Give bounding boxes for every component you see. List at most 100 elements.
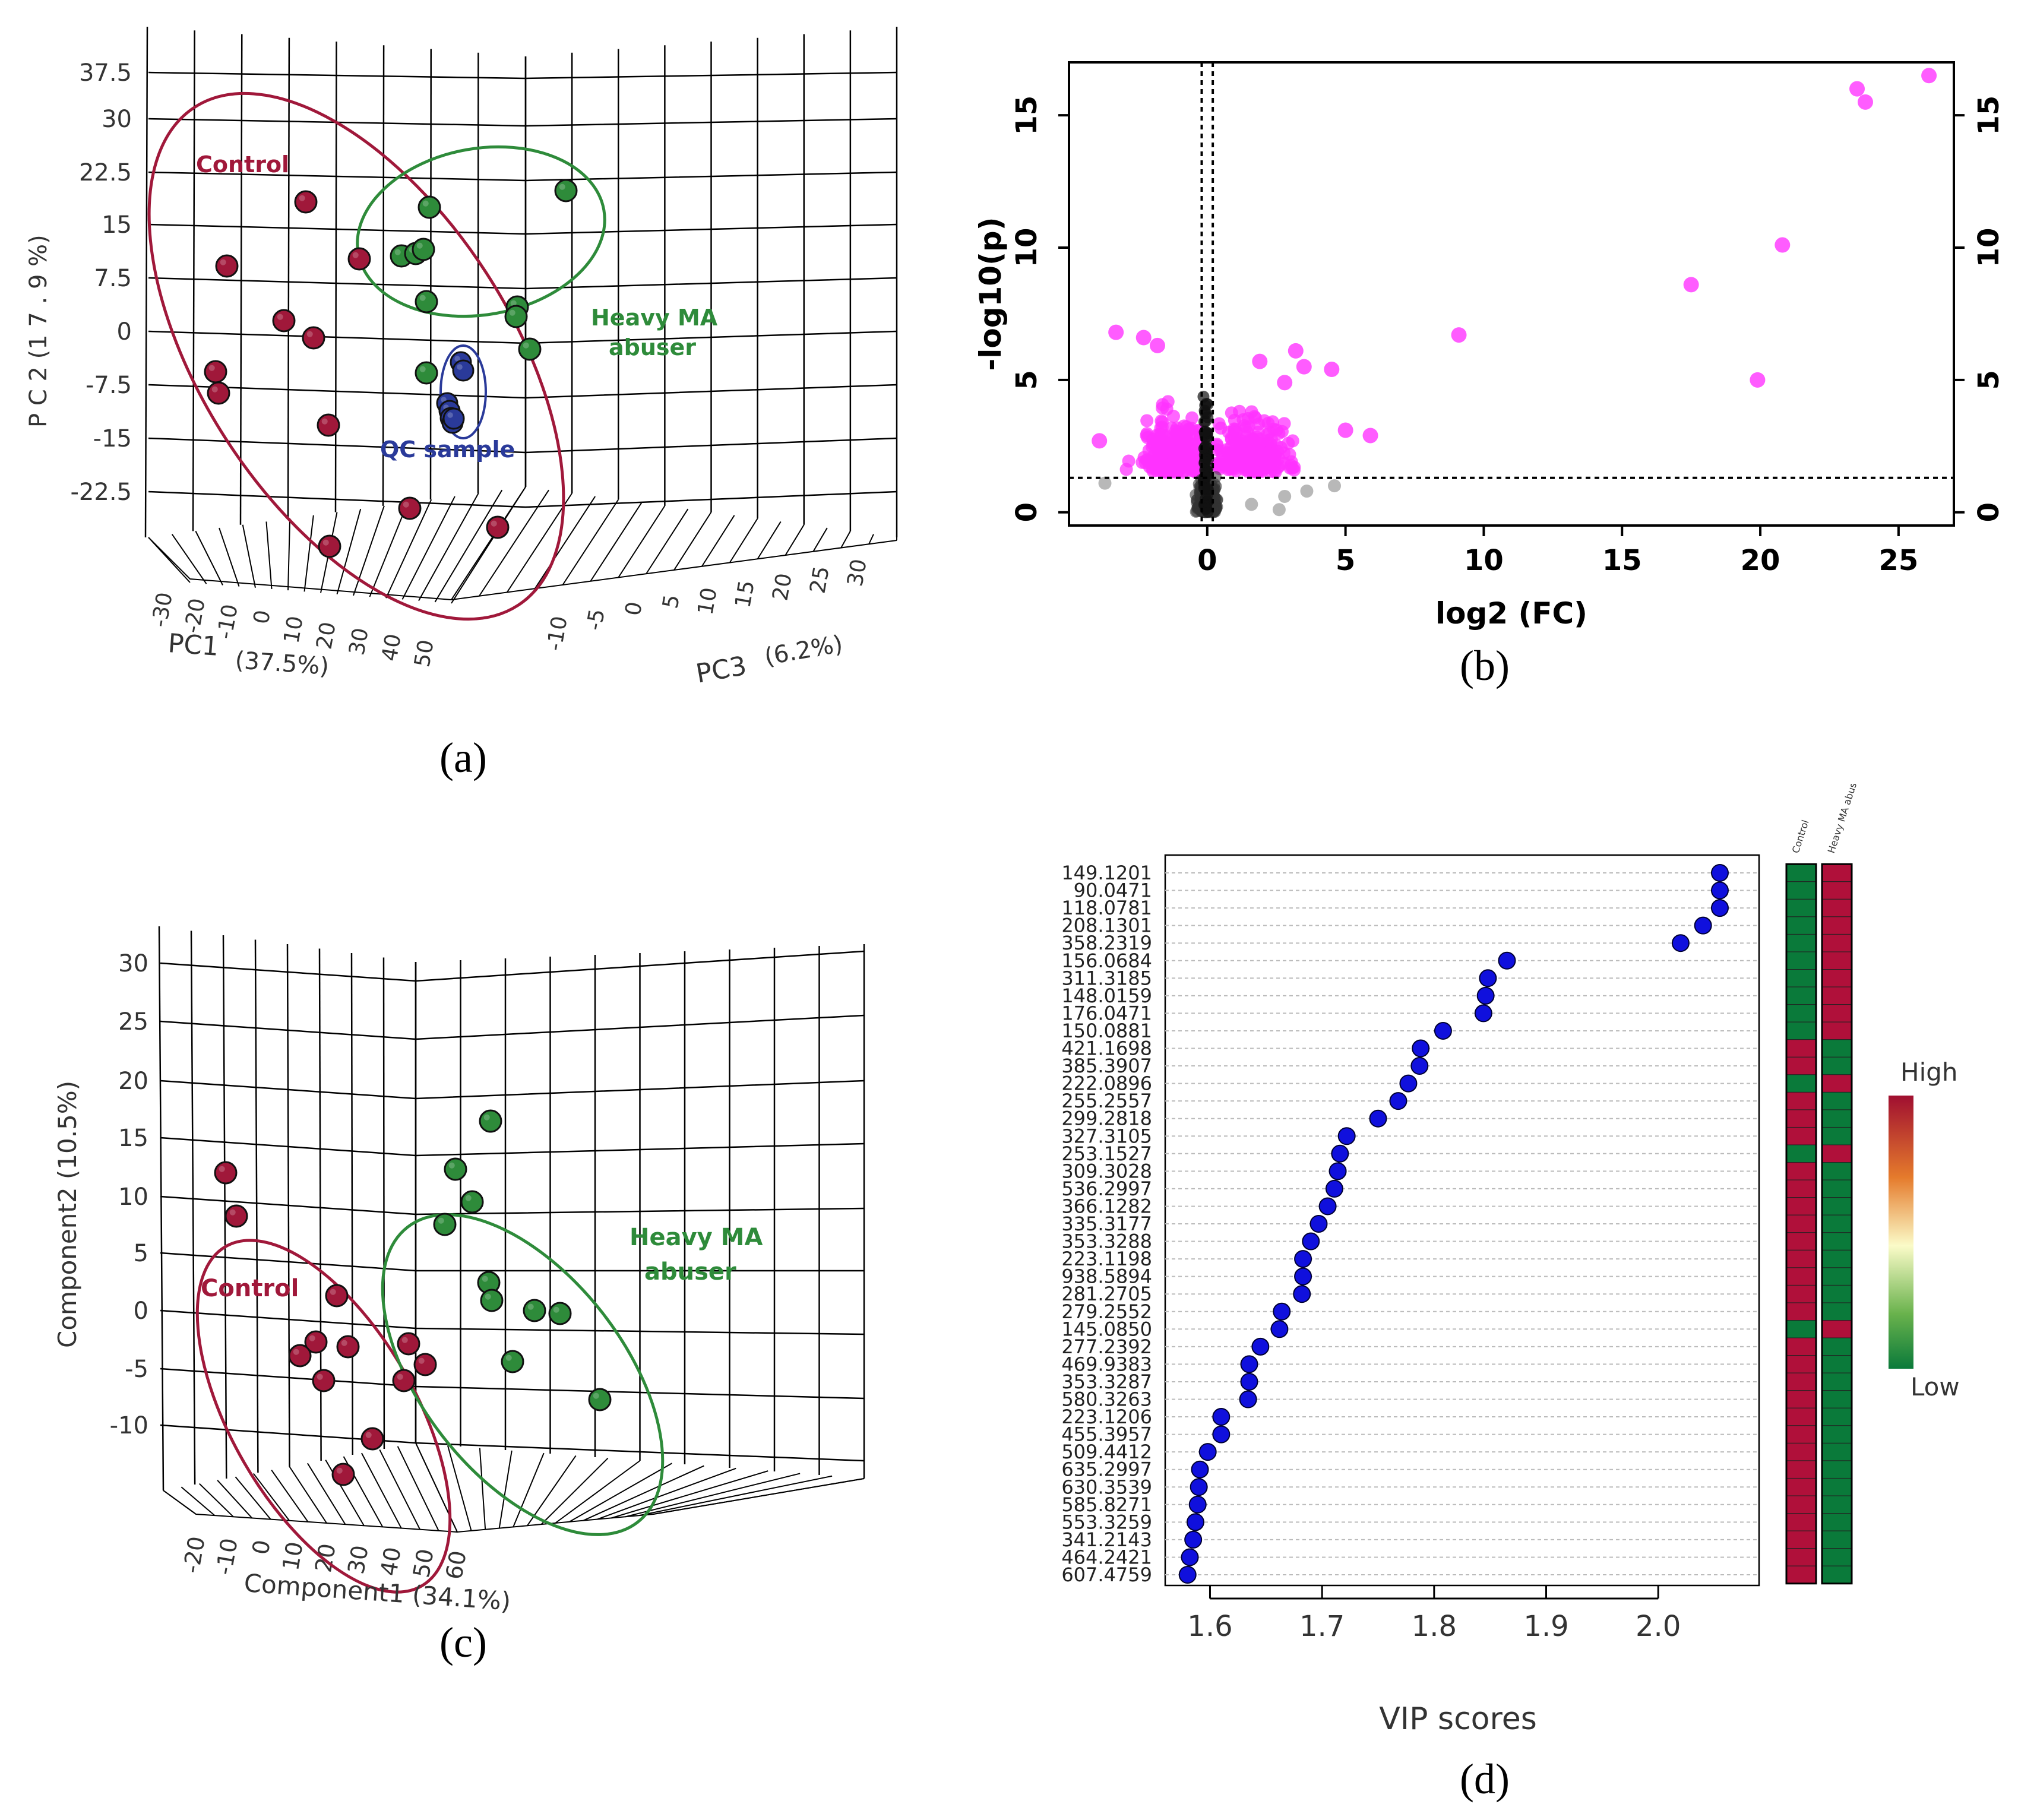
d-vip-point bbox=[1337, 1127, 1356, 1145]
a-label-heavy-1: Heavy MA bbox=[591, 305, 718, 331]
b-xtick-label: 25 bbox=[1878, 544, 1918, 577]
d-vip-point bbox=[1198, 1443, 1217, 1461]
d-vip-point bbox=[1399, 1074, 1418, 1093]
a-floor-line bbox=[451, 486, 526, 600]
d-legend-high: High bbox=[1900, 1058, 1958, 1087]
d-feature-label: 156.0684 bbox=[1061, 949, 1152, 972]
c-heavy-point bbox=[433, 1213, 457, 1236]
c-ytick-label: -5 bbox=[125, 1356, 148, 1383]
d-legend-low: Low bbox=[1911, 1372, 1960, 1401]
c-floor-line bbox=[555, 1460, 641, 1524]
a-wall-vline bbox=[144, 26, 148, 538]
c-heavy-point-highlight bbox=[465, 1195, 472, 1201]
d-heat-cell-heavy bbox=[1821, 1442, 1852, 1461]
c-ytick-label: 15 bbox=[118, 1125, 148, 1152]
a-floor-line bbox=[868, 534, 874, 545]
d-heat-cell-heavy bbox=[1821, 1320, 1852, 1338]
a-wall-vline bbox=[382, 45, 385, 506]
d-vip-point bbox=[1318, 1197, 1337, 1216]
d-heat-cell-heavy bbox=[1821, 1284, 1852, 1303]
a-floor-line bbox=[242, 524, 256, 588]
c-heavy-point bbox=[444, 1157, 467, 1181]
c-floor-line bbox=[611, 1470, 768, 1519]
panel-c-plsda-3d: 30 25 20 15 10 5 0 -5 -10 -20 -10 0 10 20 30 40 50 60 Co… bbox=[0, 861, 926, 1621]
b-ytick-label-right: 15 bbox=[1972, 96, 2006, 135]
c-ytick-label: 0 bbox=[134, 1297, 148, 1325]
d-vip-point bbox=[1410, 1057, 1429, 1075]
d-feature-label: 353.3288 bbox=[1061, 1230, 1152, 1253]
c-ytick-label: 5 bbox=[134, 1240, 148, 1267]
c-control-point bbox=[336, 1335, 360, 1359]
d-heat-cell-control bbox=[1786, 898, 1817, 917]
a-control-point bbox=[302, 326, 325, 350]
b-sig-outlier bbox=[1092, 433, 1108, 449]
c-xtick-label: 10 bbox=[277, 1540, 308, 1572]
d-heat-cell-control bbox=[1786, 1548, 1817, 1566]
d-feature-label: 299.2818 bbox=[1061, 1107, 1152, 1130]
d-heat-cell-heavy bbox=[1821, 1337, 1852, 1356]
b-xtick-label: 5 bbox=[1336, 544, 1355, 577]
a-qc-point-highlight bbox=[457, 364, 463, 370]
a-control-point-highlight bbox=[491, 520, 497, 527]
d-vip-point bbox=[1325, 1179, 1343, 1198]
d-vip-point bbox=[1310, 1215, 1328, 1233]
b-sig-point bbox=[1250, 441, 1263, 454]
a-floor-line bbox=[785, 524, 805, 556]
a-heavy-point-highlight bbox=[510, 300, 517, 306]
d-feature-label: 469.9383 bbox=[1061, 1353, 1152, 1375]
c-heavy-point-highlight bbox=[485, 1293, 491, 1300]
a-heavy-point bbox=[412, 238, 435, 261]
d-feature-label: 281.2705 bbox=[1061, 1283, 1152, 1305]
d-heatmap-header: Control bbox=[1790, 818, 1811, 854]
a-heavy-point-highlight bbox=[523, 342, 529, 349]
b-sig-point bbox=[1160, 402, 1174, 416]
a-floor-line bbox=[434, 489, 503, 603]
b-sig-point bbox=[1233, 404, 1247, 418]
c-label-heavy-1: Heavy MA bbox=[630, 1224, 763, 1251]
a-qc-point bbox=[442, 407, 465, 430]
a-heavy-point-highlight bbox=[394, 249, 401, 255]
c-floor-line bbox=[479, 1448, 486, 1530]
c-control-point bbox=[312, 1369, 336, 1392]
b-xtick-label: 15 bbox=[1602, 544, 1642, 577]
d-heat-cell-control bbox=[1786, 951, 1817, 970]
b-ns-outlier bbox=[1300, 485, 1314, 498]
d-heat-cell-control bbox=[1786, 969, 1817, 987]
a-xlabel-pct: (37.5%) bbox=[234, 647, 330, 680]
d-vip-point bbox=[1212, 1425, 1231, 1444]
b-sig-outlier bbox=[1150, 337, 1165, 353]
c-floor-line bbox=[252, 1473, 290, 1521]
a-gridline bbox=[148, 490, 897, 508]
d-feature-label: 536.2997 bbox=[1061, 1178, 1152, 1200]
a-heavy-point-highlight bbox=[509, 309, 515, 316]
d-heat-cell-control bbox=[1786, 916, 1817, 935]
a-floor-line bbox=[385, 499, 432, 599]
a-wall-vline bbox=[192, 30, 195, 531]
a-ytick-label: -15 bbox=[93, 425, 132, 452]
c-label-heavy-2: abuser bbox=[644, 1258, 736, 1286]
b-sig-point bbox=[1174, 448, 1187, 462]
c-heavy-point bbox=[588, 1388, 612, 1411]
c-heavy-point-highlight bbox=[448, 1162, 455, 1169]
d-feature-label: 279.2552 bbox=[1061, 1300, 1152, 1323]
a-floor-line bbox=[265, 521, 273, 590]
d-feature-label: 327.3105 bbox=[1061, 1125, 1152, 1147]
a-control-point-highlight bbox=[299, 195, 305, 201]
d-heat-cell-heavy bbox=[1821, 1530, 1852, 1549]
a-wall-vline bbox=[287, 37, 290, 519]
c-ytick-label: 10 bbox=[118, 1183, 148, 1211]
d-feature-label: 150.0881 bbox=[1061, 1020, 1152, 1042]
d-vip-point bbox=[1184, 1530, 1203, 1549]
d-heat-cell-control bbox=[1786, 1039, 1817, 1058]
d-heat-cell-control bbox=[1786, 1372, 1817, 1391]
d-heat-cell-heavy bbox=[1821, 1267, 1852, 1286]
d-heat-cell-heavy bbox=[1821, 1126, 1852, 1145]
a-heavy-point bbox=[504, 305, 528, 328]
volcano-plot: 0 5 10 15 20 25 0 0 5 5 10 10 15 15 log2 (FC) -log10(… bbox=[973, 61, 2006, 631]
d-heat-cell-heavy bbox=[1821, 1302, 1852, 1321]
a-xtick-label: 10 bbox=[280, 614, 308, 645]
d-feature-label: 938.5894 bbox=[1061, 1265, 1152, 1288]
d-vip-point bbox=[1329, 1162, 1347, 1180]
d-vip-point bbox=[1240, 1372, 1258, 1391]
a-control-point bbox=[398, 496, 422, 520]
